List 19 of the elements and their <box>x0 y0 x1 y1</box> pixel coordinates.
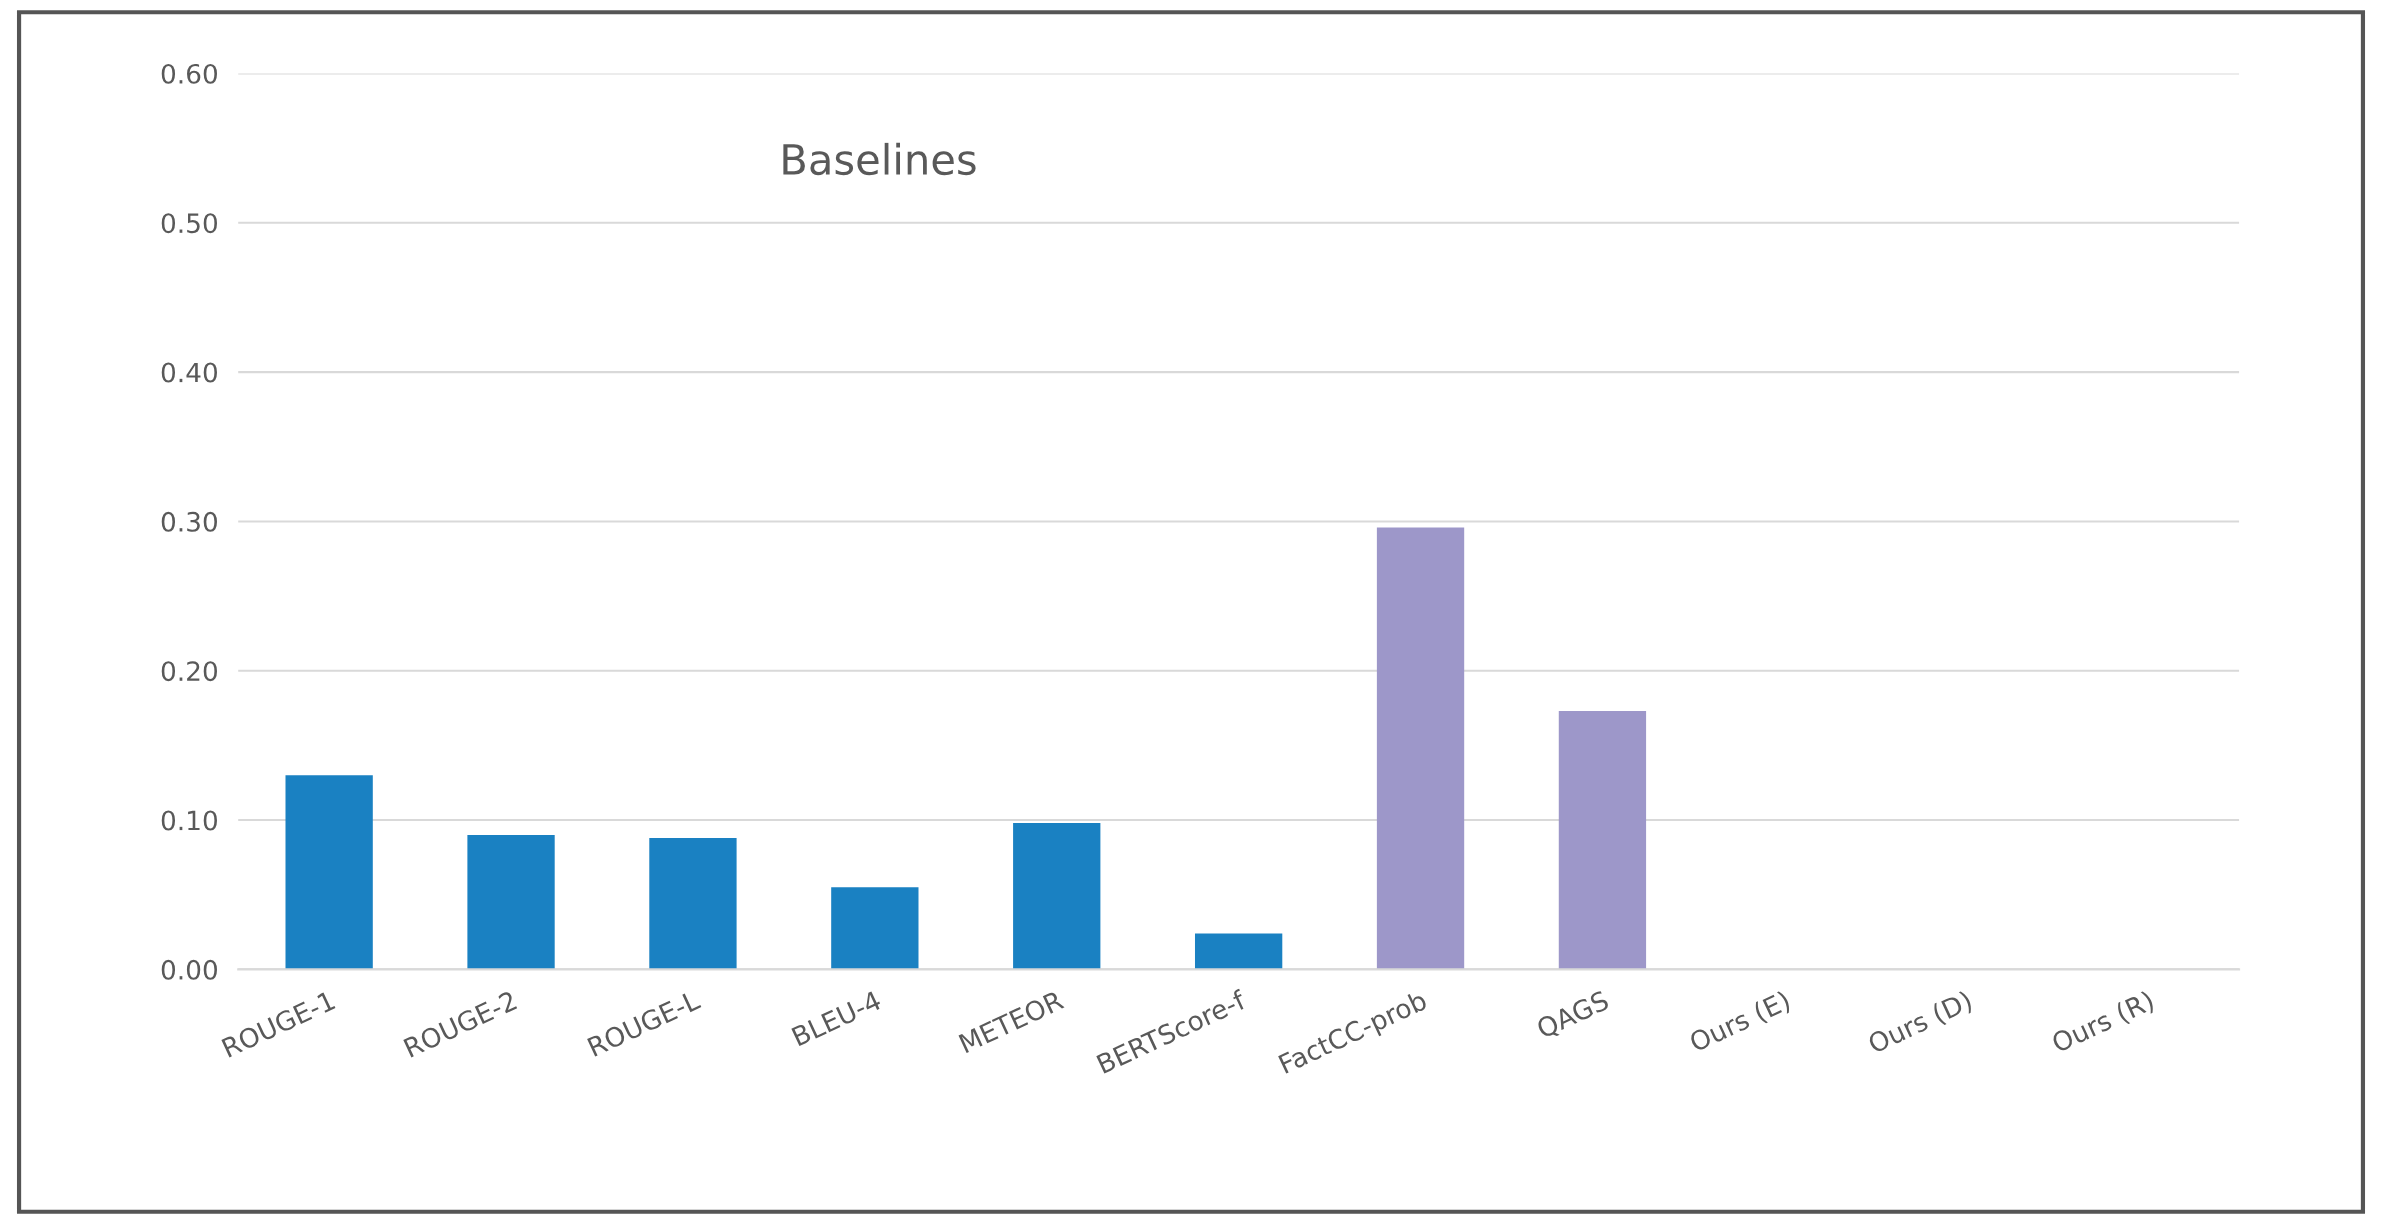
y-tick-label: 0.20 <box>161 661 217 682</box>
y-tick-label: 0.60 <box>161 63 217 84</box>
x-tick-label: Ours (R) <box>2050 989 2157 1056</box>
bar <box>1013 823 1101 970</box>
text: Baselines <box>783 142 976 176</box>
x-tick-label: Ours (E) <box>1688 989 1793 1056</box>
y-tick-label: 0.40 <box>161 362 217 383</box>
y-tick-label: 0.50 <box>161 213 217 234</box>
x-tick-label: Ours (D) <box>1866 989 1975 1057</box>
y-tick-label: 0.30 <box>161 511 217 532</box>
bar <box>649 838 737 970</box>
bar <box>831 887 919 970</box>
bar <box>1376 527 1465 970</box>
bar <box>467 835 555 970</box>
bar <box>1194 933 1283 970</box>
bar <box>1558 711 1647 970</box>
y-tick-label: 0.10 <box>161 810 217 831</box>
bar <box>285 775 373 970</box>
y-tick-label: 0.00 <box>161 959 217 980</box>
